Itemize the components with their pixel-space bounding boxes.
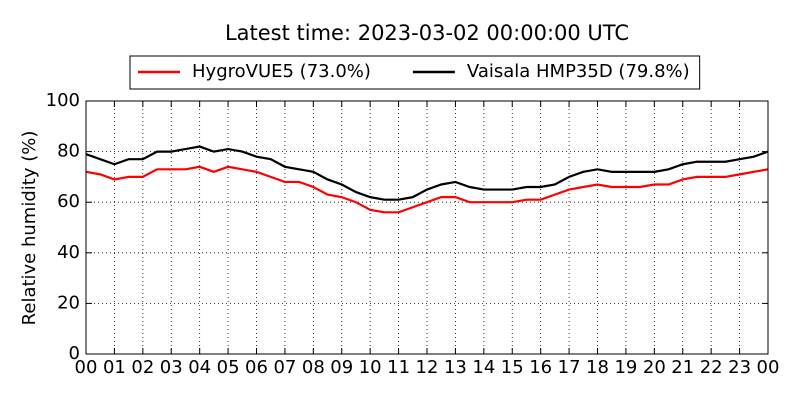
y-tick-label: 100 xyxy=(46,90,80,111)
x-tick-label: 16 xyxy=(529,357,552,378)
x-tick-label: 02 xyxy=(131,357,154,378)
x-tick-label: 09 xyxy=(330,357,353,378)
y-axis-label: Relative humidity (%) xyxy=(19,131,40,326)
x-tick-label: 23 xyxy=(728,357,751,378)
line-series xyxy=(85,145,769,201)
x-tick-label: 14 xyxy=(472,357,495,378)
x-tick-label: 19 xyxy=(614,357,637,378)
x-tick-label: 00 xyxy=(757,357,780,378)
legend-box xyxy=(129,55,701,90)
y-tick-label: 80 xyxy=(57,141,80,162)
x-tick-label: 01 xyxy=(103,357,126,378)
y-tick-label: 0 xyxy=(69,343,80,364)
x-tick-label: 03 xyxy=(160,357,183,378)
x-tick-label: 00 xyxy=(75,357,98,378)
x-tick-label: 15 xyxy=(501,357,524,378)
legend-label: HygroVUE5 (73.0%) xyxy=(192,61,371,82)
y-tick-label: 20 xyxy=(57,292,80,313)
x-tick-label: 11 xyxy=(387,357,410,378)
plot-frame xyxy=(85,100,769,355)
x-tick-label: 18 xyxy=(586,357,609,378)
x-tick-label: 04 xyxy=(188,357,211,378)
x-tick-label: 21 xyxy=(671,357,694,378)
legend-label: Vaisala HMP35D (79.8%) xyxy=(467,61,690,82)
x-tick-label: 20 xyxy=(643,357,666,378)
x-tick-label: 10 xyxy=(359,357,382,378)
x-tick-label: 06 xyxy=(245,357,268,378)
x-tick-label: 12 xyxy=(416,357,439,378)
line-series xyxy=(85,165,769,214)
x-tick-label: 13 xyxy=(444,357,467,378)
x-tick-label: 22 xyxy=(700,357,723,378)
y-tick-label: 60 xyxy=(57,191,80,212)
y-tick-label: 40 xyxy=(57,242,80,263)
x-tick-label: 17 xyxy=(558,357,581,378)
chart-title: Latest time: 2023-03-02 00:00:00 UTC xyxy=(225,21,629,45)
x-tick-label: 08 xyxy=(302,357,325,378)
x-tick-label: 05 xyxy=(217,357,240,378)
x-tick-label: 07 xyxy=(273,357,296,378)
